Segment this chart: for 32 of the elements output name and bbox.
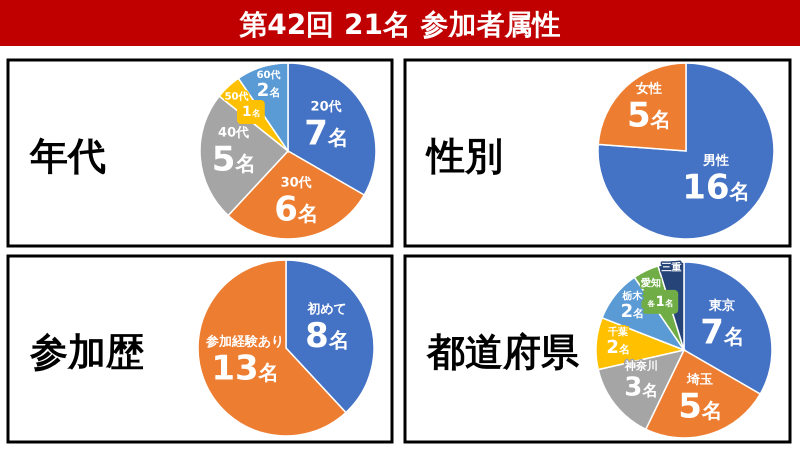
text: 都道府県 bbox=[426, 330, 580, 374]
data-label: 13名 bbox=[211, 348, 279, 388]
slice-label: 50代 bbox=[224, 90, 248, 103]
data-label: 3名 bbox=[624, 372, 658, 403]
slice-label: 埼玉 bbox=[686, 372, 714, 388]
data-label: 5名 bbox=[678, 386, 722, 426]
text: 第42回 21名 参加者属性 bbox=[238, 8, 561, 41]
slice-label: 女性 bbox=[634, 81, 662, 96]
data-label: 2名 bbox=[256, 80, 280, 102]
data-label: 5名 bbox=[627, 95, 671, 136]
slice-label: 30代 bbox=[280, 175, 312, 190]
slice-label: 男性 bbox=[702, 154, 729, 169]
slice-label: 40代 bbox=[218, 125, 250, 140]
slice-label: 20代 bbox=[310, 99, 342, 114]
data-label: 16名 bbox=[682, 168, 750, 208]
slice-label: 千葉 bbox=[607, 326, 628, 338]
slice-label: 参加経験あり bbox=[205, 333, 284, 350]
data-label: 6名 bbox=[274, 189, 318, 230]
data-label: 2名 bbox=[606, 337, 630, 358]
text: 性別 bbox=[425, 134, 503, 178]
data-label: 8名 bbox=[305, 316, 349, 356]
slice-label: 愛知 bbox=[641, 276, 662, 289]
data-label: 7名 bbox=[304, 113, 348, 154]
text: 年代 bbox=[29, 134, 106, 178]
text: 参加歴 bbox=[29, 330, 144, 374]
slice-label: 60代 bbox=[256, 69, 281, 82]
data-label: 2名 bbox=[620, 300, 644, 322]
slice-label: 東京 bbox=[708, 297, 736, 314]
data-label: 5名 bbox=[212, 139, 256, 180]
data-label: 1名 bbox=[242, 104, 260, 120]
slice-label: 初めて bbox=[306, 301, 346, 318]
data-label: 7名 bbox=[700, 312, 744, 352]
